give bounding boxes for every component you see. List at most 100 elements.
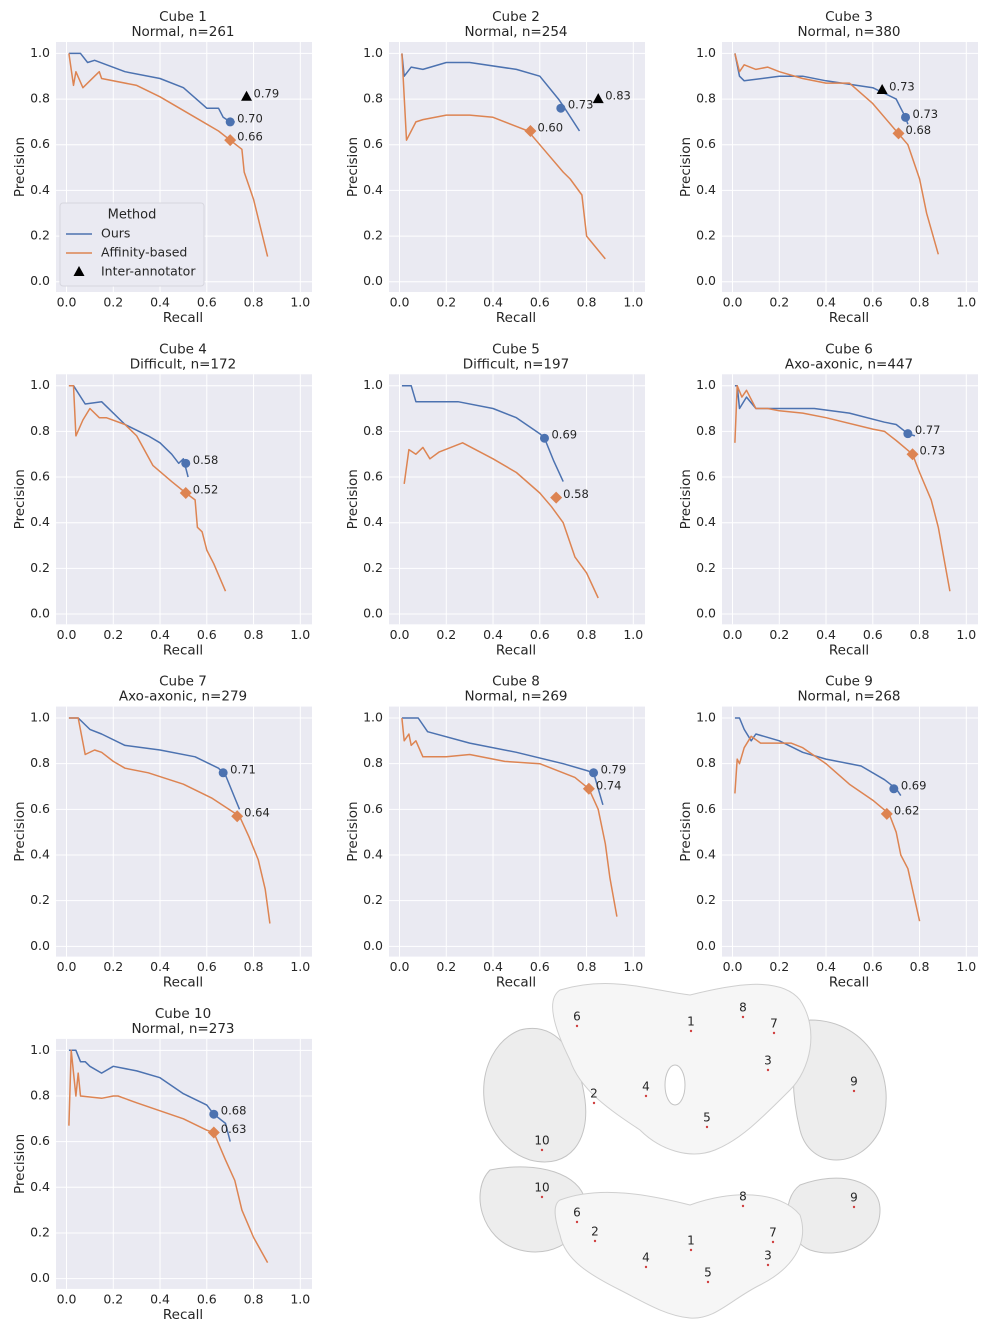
x-tick-label: 0.2 <box>769 295 789 310</box>
marker-circle <box>901 112 911 122</box>
x-tick-label: 0.8 <box>910 295 930 310</box>
y-axis-label: Precision <box>345 137 361 197</box>
region-label: 1 <box>687 1015 695 1029</box>
plot-area <box>722 374 978 625</box>
chart-title: Cube 9 <box>825 674 873 690</box>
region-dot <box>852 1089 856 1093</box>
series-line <box>401 53 581 132</box>
marker-diamond <box>906 448 919 461</box>
series-line <box>401 53 606 260</box>
x-tick-label: 0.0 <box>723 627 743 642</box>
x-axis-label: Recall <box>163 1307 203 1323</box>
marker-circle <box>539 433 549 443</box>
chart-title: Cube 2 <box>492 9 540 25</box>
x-tick-label: 0.0 <box>57 295 77 310</box>
region-dot <box>575 1024 579 1028</box>
y-tick-label: 0.0 <box>696 273 716 288</box>
marker-circle <box>218 768 228 778</box>
y-tick-label: 1.0 <box>30 710 50 725</box>
x-axis-label: Recall <box>496 975 536 991</box>
x-axis-label: Recall <box>829 975 869 991</box>
region-dot <box>540 1148 544 1152</box>
y-tick-label: 0.6 <box>30 136 50 151</box>
x-tick-label: 0.8 <box>244 295 264 310</box>
marker-diamond <box>207 1126 220 1139</box>
y-axis-label: Precision <box>12 137 28 197</box>
marker-triangle <box>241 90 253 101</box>
region-label: 4 <box>642 1251 650 1265</box>
region-label: 5 <box>703 1111 711 1125</box>
point-label: 0.52 <box>193 483 219 497</box>
x-tick-label: 0.8 <box>910 959 930 974</box>
region-dot <box>689 1029 693 1033</box>
series-line <box>68 52 235 123</box>
region-label: 2 <box>591 1225 599 1239</box>
region-dot <box>772 1031 776 1035</box>
marker-circle <box>903 429 913 439</box>
point-label: 0.71 <box>230 762 256 776</box>
y-tick-label: 0.4 <box>30 182 50 197</box>
y-tick-label: 0.2 <box>363 228 383 243</box>
x-tick-label: 1.0 <box>290 627 310 642</box>
series-line <box>68 384 227 592</box>
y-tick-label: 0.4 <box>696 514 716 529</box>
region-dot <box>766 1068 770 1072</box>
y-tick-label: 0.2 <box>363 560 383 575</box>
chart-title: Cube 6 <box>825 341 873 357</box>
x-tick-label: 0.4 <box>816 959 836 974</box>
point-label: 0.63 <box>221 1122 247 1136</box>
series-line <box>401 384 564 482</box>
chart-subtitle: Difficult, n=172 <box>130 356 236 372</box>
y-tick-label: 0.0 <box>363 606 383 621</box>
y-axis-label: Precision <box>12 469 28 529</box>
y-tick-label: 0.4 <box>363 182 383 197</box>
x-tick-label: 0.2 <box>103 295 123 310</box>
y-tick-label: 0.6 <box>30 469 50 484</box>
region-label: 8 <box>739 1001 747 1015</box>
marker-circle <box>209 1109 219 1119</box>
plot-area <box>56 1038 312 1289</box>
x-tick-label: 1.0 <box>623 627 643 642</box>
y-tick-label: 0.6 <box>696 469 716 484</box>
series-line <box>68 717 241 810</box>
y-tick-label: 0.4 <box>696 847 716 862</box>
x-tick-label: 1.0 <box>956 959 976 974</box>
region-dot <box>593 1239 597 1243</box>
point-label: 0.68 <box>906 123 932 137</box>
x-tick-label: 0.0 <box>57 627 77 642</box>
x-tick-label: 0.0 <box>390 627 410 642</box>
y-tick-label: 1.0 <box>363 377 383 392</box>
y-tick-label: 0.0 <box>696 938 716 953</box>
y-tick-label: 1.0 <box>30 1042 50 1057</box>
x-tick-label: 0.4 <box>816 627 836 642</box>
x-tick-label: 0.4 <box>150 1291 170 1306</box>
point-label: 0.83 <box>605 89 631 103</box>
x-tick-label: 1.0 <box>956 627 976 642</box>
y-tick-label: 0.8 <box>30 1087 50 1102</box>
series-line <box>68 1049 269 1263</box>
x-axis-label: Recall <box>829 310 869 326</box>
brain-body <box>554 1191 804 1319</box>
region-label: 7 <box>769 1226 777 1240</box>
y-tick-label: 0.2 <box>363 892 383 907</box>
y-tick-label: 0.6 <box>696 136 716 151</box>
marker-diamond <box>892 127 905 140</box>
region-label: 5 <box>704 1266 712 1280</box>
y-tick-label: 0.2 <box>30 228 50 243</box>
region-label: 10 <box>534 1181 549 1195</box>
x-tick-label: 0.4 <box>483 627 503 642</box>
region-label: 1 <box>687 1234 695 1248</box>
y-tick-label: 0.0 <box>696 606 716 621</box>
chart-title: Cube 7 <box>159 674 207 690</box>
x-tick-label: 0.8 <box>577 627 597 642</box>
x-tick-label: 0.0 <box>390 295 410 310</box>
x-tick-label: 1.0 <box>290 1291 310 1306</box>
y-tick-label: 1.0 <box>696 45 716 60</box>
y-axis-label: Precision <box>345 801 361 861</box>
